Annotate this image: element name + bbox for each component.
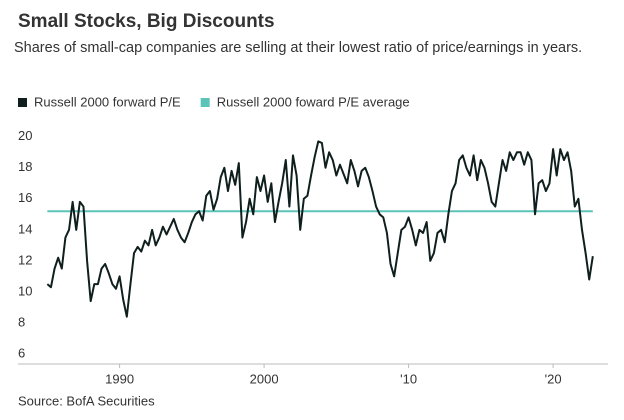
y-tick-label: 18 <box>18 159 32 174</box>
y-tick-label: 12 <box>18 252 32 267</box>
x-tick-label: '10 <box>400 371 417 386</box>
y-tick-label: 8 <box>18 314 25 329</box>
legend-swatch <box>200 98 210 107</box>
x-tick-label: 1990 <box>105 371 134 386</box>
chart-subtitle: Shares of small-cap companies are sellin… <box>14 40 583 56</box>
y-tick-label: 6 <box>18 345 25 360</box>
source: Source: BofA Securities <box>18 393 155 408</box>
subtitle-box: Shares of small-cap companies are sellin… <box>14 40 583 56</box>
y-tick-label: 14 <box>18 221 32 236</box>
legend-label: Russell 2000 foward P/E average <box>217 94 410 109</box>
x-tick-label: '20 <box>545 371 562 386</box>
series-line <box>46 140 594 318</box>
x-tick-label: 2000 <box>250 371 279 386</box>
y-tick-label: 20 <box>18 128 32 143</box>
legend-swatch <box>18 98 27 107</box>
legend-label: Russell 2000 forward P/E <box>34 94 181 109</box>
chart-title: Small Stocks, Big Discounts <box>18 11 275 32</box>
y-tick-label: 16 <box>18 190 32 205</box>
y-tick-label: 10 <box>18 283 32 298</box>
